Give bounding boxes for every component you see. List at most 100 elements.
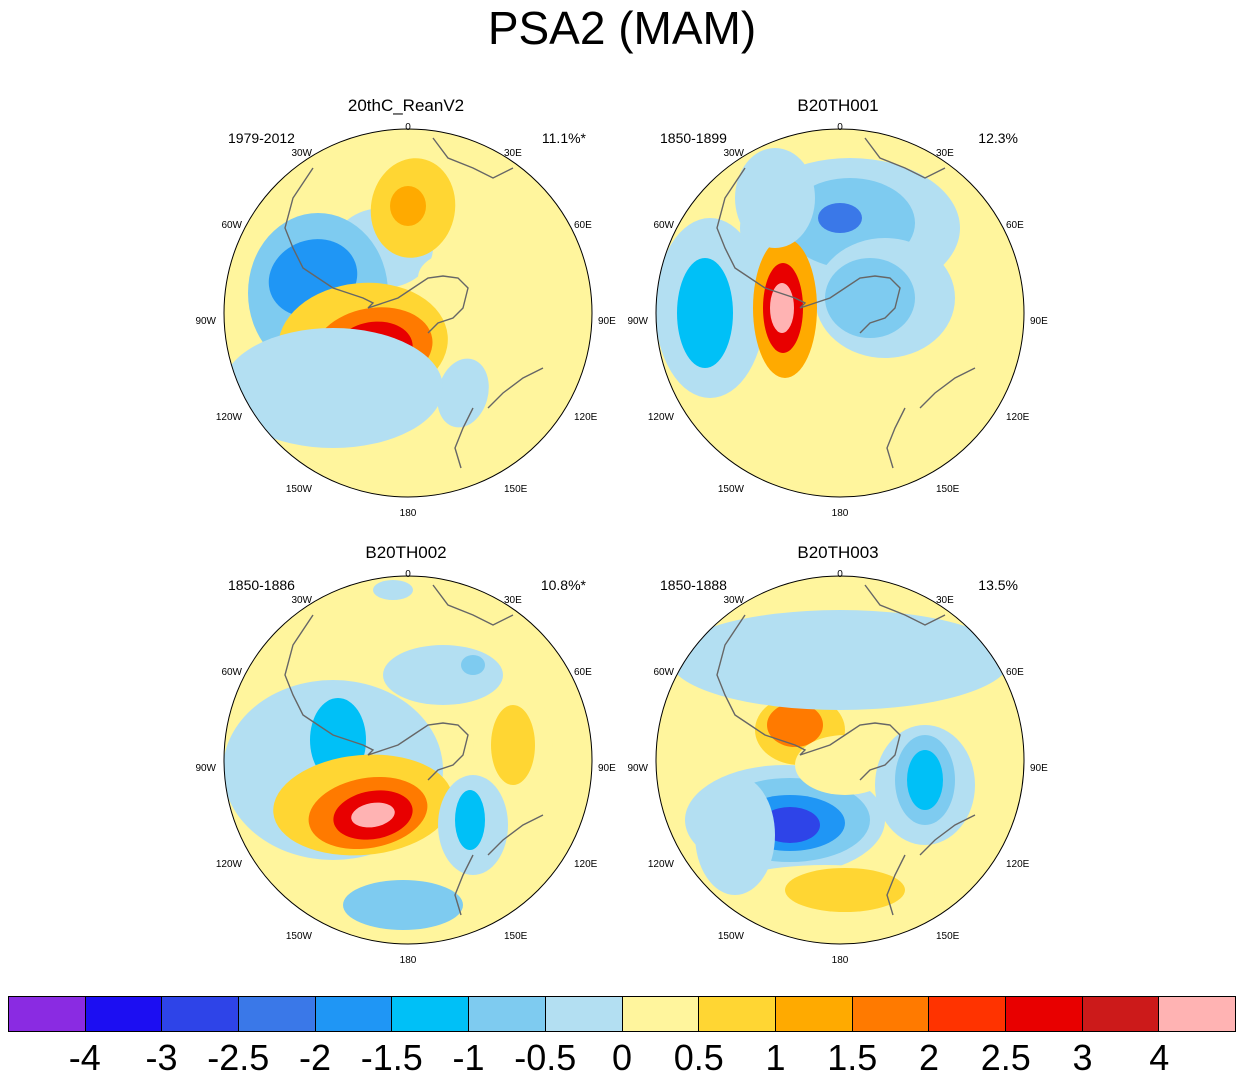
negative-anomaly-contour [695, 775, 775, 895]
positive-anomaly-contour [491, 705, 535, 785]
negative-anomaly-contour [461, 655, 485, 675]
map-border [223, 575, 593, 945]
longitude-label: 150W [285, 484, 312, 495]
negative-anomaly-contour [455, 790, 485, 850]
positive-anomaly-contour [390, 186, 426, 226]
longitude-label: 60W [653, 220, 674, 231]
colorbar-swatch [929, 997, 1006, 1031]
longitude-label: 120E [1006, 859, 1030, 870]
negative-anomaly-contour [343, 880, 463, 930]
colorbar-tick-label: -0.5 [514, 1037, 577, 1078]
panel-period: 1850-1888 [660, 577, 727, 593]
longitude-label: 30E [936, 595, 954, 606]
longitude-label: 0 [837, 122, 843, 133]
coastline [886, 367, 976, 469]
longitude-label: 30E [936, 148, 954, 159]
longitude-label: 60W [653, 667, 674, 678]
colorbar-tick-label: 2 [918, 1037, 940, 1078]
colorbar-swatch [162, 997, 240, 1031]
polar-map [223, 575, 593, 945]
panel-period: 1979-2012 [228, 130, 295, 146]
colorbar-tick-label: -1 [452, 1037, 485, 1078]
longitude-label: 120E [574, 859, 598, 870]
colorbar-swatch [239, 997, 316, 1031]
coastline [864, 137, 946, 179]
colorbar-tick-label: 3 [1072, 1037, 1093, 1078]
coastline [716, 614, 901, 781]
panel-title: B20TH001 [797, 96, 879, 115]
longitude-label: 90W [627, 316, 648, 327]
longitude-label: 180 [831, 955, 849, 966]
panel-period: 1850-1899 [660, 130, 727, 146]
longitude-label: 60E [574, 667, 592, 678]
negative-anomaly-contour [224, 328, 443, 448]
colorbar-swatch [852, 997, 930, 1031]
positive-anomaly-contour [975, 328, 1015, 388]
coastline [284, 614, 469, 781]
coastline [284, 167, 469, 334]
positive-anomaly-contour [795, 735, 895, 795]
longitude-label: 150W [285, 931, 312, 942]
map-panel-reanalysis: 20thC_ReanV2 1979-2012 11.1%* 0 30E 60E 90E 120… [195, 96, 615, 519]
longitude-label: 30W [723, 148, 744, 159]
coastline [454, 367, 544, 469]
colorbar-tick-label: -1.5 [360, 1037, 423, 1078]
panel-title: B20TH003 [797, 543, 879, 562]
longitude-label: 90E [1030, 763, 1048, 774]
panel-variance-percent: 11.1%* [541, 130, 586, 146]
positive-anomaly-contour [825, 428, 1024, 488]
map-panel-b20th001: B20TH001 1850-1899 12.3% 0 30E 60E 90E 120E 150E… [627, 96, 1047, 519]
coastline [454, 814, 544, 916]
figure-title: PSA2 (MAM) [487, 2, 757, 54]
longitude-label: 90W [195, 763, 216, 774]
map-panel-b20th003: B20TH003 1850-1888 13.5% 0 30E 60E 90E 120E 150E… [627, 543, 1047, 966]
longitude-label: 150E [936, 931, 960, 942]
longitude-label: 60W [221, 220, 242, 231]
colorbar-swatch [775, 997, 853, 1031]
longitude-label: 90E [598, 316, 616, 327]
colorbar-swatch [622, 997, 700, 1031]
longitude-label: 150E [504, 484, 528, 495]
colorbar-swatch [469, 997, 546, 1031]
negative-anomaly-contour [373, 580, 413, 600]
positive-anomaly-contour [351, 802, 395, 828]
colorbar-swatch [392, 997, 470, 1031]
longitude-label: 180 [831, 508, 849, 519]
longitude-label: 0 [837, 569, 843, 580]
longitude-label: 90E [598, 763, 616, 774]
colorbar-tick-label: 1 [765, 1037, 786, 1078]
panel-title: 20thC_ReanV2 [347, 96, 465, 115]
panel-variance-percent: 13.5% [978, 577, 1018, 593]
coastline [716, 167, 901, 334]
coastline [432, 137, 514, 179]
polar-map [655, 128, 1025, 498]
longitude-label: 90W [627, 763, 648, 774]
colorbar-tick-label: 1.5 [827, 1037, 878, 1078]
panel-period: 1850-1886 [228, 577, 295, 593]
colorbar-tick-label: -2 [298, 1037, 332, 1078]
polar-map [223, 128, 593, 498]
colorbar-swatch [545, 997, 623, 1031]
longitude-label: 60E [1006, 220, 1024, 231]
negative-anomaly-contour [907, 750, 943, 810]
panel-variance-percent: 12.3% [978, 130, 1018, 146]
longitude-label: 30W [291, 595, 312, 606]
longitude-label: 0 [405, 569, 411, 580]
longitude-label: 120W [215, 412, 242, 423]
negative-anomaly-contour [825, 258, 915, 338]
panel-title: B20TH002 [365, 543, 447, 562]
positive-anomaly-contour [785, 868, 905, 912]
colorbar-tick-label: 4 [1149, 1037, 1170, 1078]
longitude-label: 30W [291, 148, 312, 159]
negative-anomaly-contour [670, 610, 1010, 710]
longitude-label: 90W [195, 316, 216, 327]
negative-anomaly-contour [760, 807, 820, 843]
longitude-label: 120W [647, 412, 674, 423]
longitude-label: 180 [399, 508, 417, 519]
longitude-label: 150W [717, 484, 744, 495]
colorbar-swatch [9, 997, 86, 1031]
positive-anomaly-contour [767, 703, 823, 747]
colorbar-swatch [1082, 997, 1160, 1031]
longitude-label: 120E [1006, 412, 1030, 423]
colorbar-tick-label: 0.5 [673, 1037, 724, 1078]
